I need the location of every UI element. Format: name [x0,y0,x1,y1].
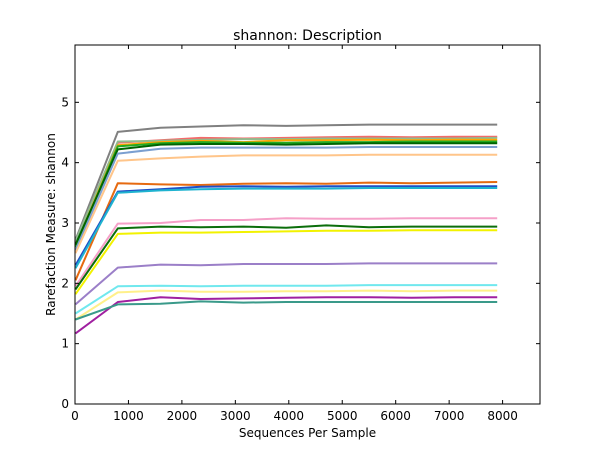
chart-title: shannon: Description [233,28,382,44]
series-line-8 [74,153,498,254]
y-tick-label: 4 [61,156,69,170]
y-tick-label: 2 [61,276,69,290]
series-line-4 [74,138,498,247]
x-axis-label: Sequences Per Sample [239,426,376,440]
x-tick-label: 8000 [487,409,518,423]
series-line-17 [74,289,498,321]
x-tick-label: 0 [71,409,79,423]
y-tick-label: 5 [61,95,69,109]
series-line-12 [74,217,498,287]
series-line-15 [74,262,498,306]
series-line-10 [74,185,498,266]
series-layer [74,123,498,335]
axis-layer: 0 1000 2000 3000 4000 5000 6000 7000 8000 0 1 2 3 4 5 [61,45,540,423]
series-line-6 [74,142,498,246]
x-tick-label: 2000 [167,409,198,423]
y-tick-label: 3 [61,216,69,230]
series-line-16 [74,284,498,315]
x-tick-label: 3000 [220,409,251,423]
x-tick-label: 5000 [327,409,358,423]
x-tick-label: 4000 [274,409,305,423]
plot-frame [74,44,541,405]
y-tick-label: 1 [61,337,69,351]
x-tick-label: 1000 [113,409,144,423]
series-line-5 [74,140,498,248]
series-line-3 [74,136,498,242]
series-line-14 [74,229,498,295]
series-line-18 [74,296,498,335]
series-line-7 [74,146,498,251]
y-axis-label: Rarefaction Measure: shannon [44,133,58,316]
series-line-13 [74,224,498,290]
series-line-11 [74,187,498,269]
x-tick-label: 6000 [380,409,411,423]
series-line-9 [74,181,498,281]
series-line-19 [75,300,498,321]
series-line-1 [74,123,498,241]
x-tick-label: 7000 [434,409,465,423]
y-tick-label: 0 [61,397,69,411]
